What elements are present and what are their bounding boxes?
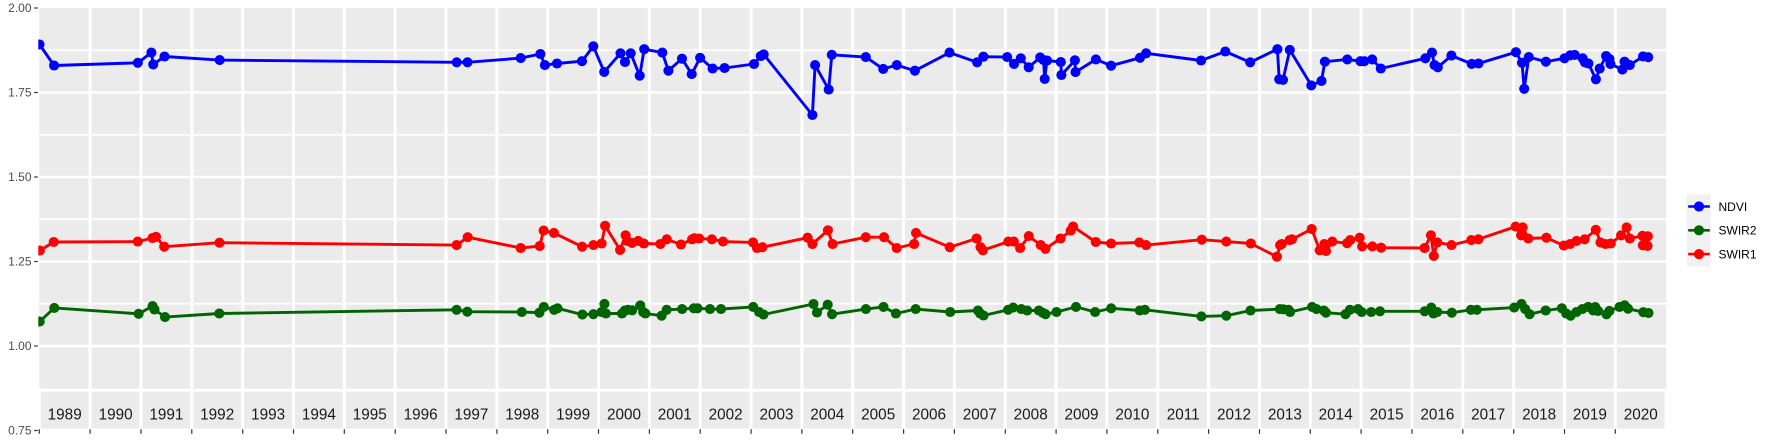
svg-text:SWIR2: SWIR2 <box>1719 224 1757 238</box>
svg-text:NDVI: NDVI <box>1719 200 1748 214</box>
svg-text:2014: 2014 <box>1319 407 1354 424</box>
svg-text:1995: 1995 <box>353 407 387 424</box>
svg-text:2005: 2005 <box>861 407 895 424</box>
svg-text:2002: 2002 <box>709 407 743 424</box>
svg-text:2011: 2011 <box>1167 407 1200 424</box>
svg-text:1993: 1993 <box>251 407 285 424</box>
svg-text:1.25: 1.25 <box>8 255 32 269</box>
svg-text:2001: 2001 <box>658 407 692 424</box>
svg-text:2000: 2000 <box>607 407 641 424</box>
svg-text:1989: 1989 <box>48 407 82 424</box>
svg-text:2017: 2017 <box>1471 407 1505 424</box>
svg-text:1.00: 1.00 <box>8 339 32 353</box>
svg-text:2004: 2004 <box>810 407 845 424</box>
svg-text:2015: 2015 <box>1370 407 1404 424</box>
svg-text:2013: 2013 <box>1268 407 1302 424</box>
svg-text:1999: 1999 <box>556 407 590 424</box>
svg-text:2.00: 2.00 <box>8 1 32 15</box>
svg-text:1992: 1992 <box>200 407 234 424</box>
svg-text:2006: 2006 <box>912 407 946 424</box>
svg-text:1.50: 1.50 <box>8 170 32 184</box>
svg-text:2018: 2018 <box>1522 407 1556 424</box>
svg-text:2008: 2008 <box>1014 407 1048 424</box>
svg-text:2012: 2012 <box>1217 407 1251 424</box>
svg-text:1991: 1991 <box>149 407 183 424</box>
svg-text:0.75: 0.75 <box>8 424 32 438</box>
svg-text:2003: 2003 <box>759 407 793 424</box>
svg-text:2007: 2007 <box>963 407 997 424</box>
svg-text:1.75: 1.75 <box>8 86 32 100</box>
svg-text:2019: 2019 <box>1573 407 1607 424</box>
svg-text:1994: 1994 <box>302 407 337 424</box>
svg-text:1996: 1996 <box>404 407 438 424</box>
svg-text:1990: 1990 <box>99 407 133 424</box>
svg-text:SWIR1: SWIR1 <box>1719 247 1757 261</box>
svg-text:1998: 1998 <box>505 407 539 424</box>
svg-text:2009: 2009 <box>1064 407 1098 424</box>
svg-text:2020: 2020 <box>1624 407 1658 424</box>
svg-text:2016: 2016 <box>1420 407 1454 424</box>
svg-text:2010: 2010 <box>1115 407 1149 424</box>
svg-text:1997: 1997 <box>454 407 488 424</box>
